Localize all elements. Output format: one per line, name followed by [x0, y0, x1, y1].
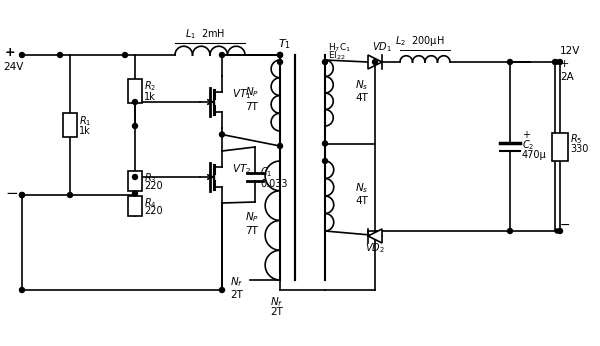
Text: $VT_1$: $VT_1$: [232, 87, 251, 101]
Circle shape: [122, 53, 128, 57]
Text: −: −: [560, 219, 571, 232]
Text: $R_5$: $R_5$: [570, 133, 583, 146]
Text: $C_2$: $C_2$: [522, 138, 535, 152]
Text: 0.033: 0.033: [260, 179, 287, 189]
Circle shape: [373, 60, 377, 64]
Text: $N_s$: $N_s$: [355, 181, 368, 195]
Circle shape: [19, 192, 25, 198]
Circle shape: [323, 60, 328, 64]
Text: 4T: 4T: [355, 196, 368, 206]
Circle shape: [67, 192, 73, 198]
Circle shape: [133, 174, 137, 180]
Text: 220: 220: [144, 206, 163, 216]
Text: 24V: 24V: [3, 62, 23, 72]
Circle shape: [133, 191, 137, 196]
Text: 470μ: 470μ: [522, 151, 547, 161]
Text: $R_3$: $R_3$: [144, 171, 157, 185]
Bar: [552, 133, 568, 161]
Circle shape: [220, 288, 224, 292]
Circle shape: [277, 53, 283, 57]
Polygon shape: [368, 55, 382, 69]
Circle shape: [323, 158, 328, 164]
Circle shape: [220, 53, 224, 57]
Circle shape: [220, 132, 224, 137]
Circle shape: [508, 60, 512, 64]
Bar: [63, 113, 77, 137]
Circle shape: [133, 124, 137, 128]
Circle shape: [553, 60, 557, 64]
Text: 2T: 2T: [230, 290, 243, 300]
Text: $N_f$: $N_f$: [230, 275, 243, 289]
Circle shape: [557, 60, 563, 64]
Text: 7T: 7T: [245, 227, 259, 237]
Polygon shape: [368, 229, 382, 243]
Circle shape: [323, 141, 328, 146]
Text: H$_7$C$_1$: H$_7$C$_1$: [328, 41, 351, 54]
Circle shape: [557, 228, 563, 234]
Text: +: +: [560, 59, 569, 69]
Text: 1k: 1k: [79, 126, 91, 136]
Text: 7T: 7T: [245, 101, 259, 111]
Text: 2T: 2T: [270, 307, 283, 317]
Bar: [128, 171, 142, 191]
Text: $T_1$: $T_1$: [278, 37, 291, 51]
Text: 1k: 1k: [144, 91, 156, 101]
Text: $C_1$: $C_1$: [260, 165, 272, 179]
Text: −: −: [5, 185, 18, 200]
Text: $N_P$: $N_P$: [245, 210, 259, 224]
Circle shape: [19, 53, 25, 57]
Text: $N_P$: $N_P$: [245, 85, 259, 99]
Text: $VD_1$: $VD_1$: [372, 40, 392, 54]
Text: $N_f$: $N_f$: [270, 295, 283, 309]
Circle shape: [508, 228, 512, 234]
Text: $VD_2$: $VD_2$: [365, 241, 385, 255]
Text: 220: 220: [144, 181, 163, 191]
Circle shape: [277, 144, 283, 148]
Circle shape: [19, 192, 25, 198]
Text: $R_2$: $R_2$: [144, 80, 157, 93]
Bar: [128, 79, 142, 102]
Text: 2A: 2A: [560, 72, 574, 82]
Text: $L_1$  2mH: $L_1$ 2mH: [185, 27, 225, 41]
Circle shape: [277, 60, 283, 64]
Text: +: +: [5, 46, 16, 60]
Circle shape: [555, 229, 559, 233]
Circle shape: [58, 53, 62, 57]
Circle shape: [277, 53, 283, 57]
Text: EI$_{22}$: EI$_{22}$: [328, 49, 346, 62]
Text: $VT_2$: $VT_2$: [232, 162, 251, 176]
Text: +: +: [522, 130, 530, 140]
Text: 330: 330: [570, 145, 589, 155]
Text: 12V: 12V: [560, 46, 580, 56]
Circle shape: [555, 60, 559, 64]
Text: $L_2$  200μH: $L_2$ 200μH: [395, 34, 445, 48]
Text: $R_1$: $R_1$: [79, 114, 91, 128]
Text: $N_s$: $N_s$: [355, 78, 368, 92]
Circle shape: [133, 100, 137, 104]
Text: $R_4$: $R_4$: [144, 196, 157, 210]
Bar: [128, 196, 142, 216]
Circle shape: [19, 288, 25, 292]
Text: 4T: 4T: [355, 93, 368, 103]
